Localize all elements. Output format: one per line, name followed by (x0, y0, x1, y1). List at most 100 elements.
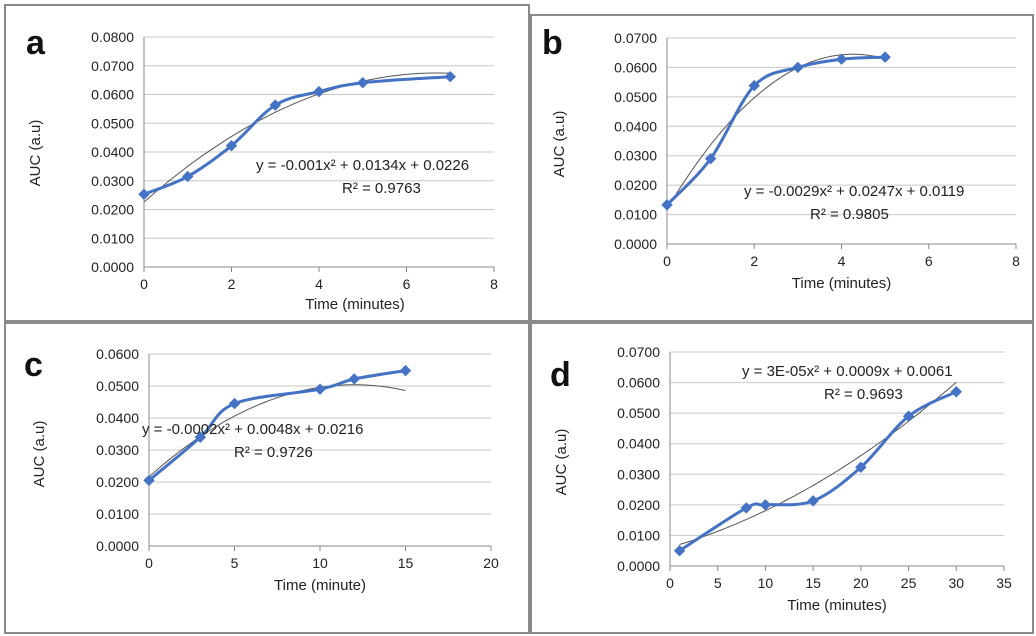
r-squared: R² = 0.9693 (824, 386, 903, 403)
x-tick-label: 30 (948, 575, 964, 591)
data-point (759, 499, 772, 511)
y-tick-label: 0.0100 (91, 230, 134, 246)
chart-b: 0.0000 0.0100 0.0200 0.0300 0.0400 0.0500 0.06… (542, 24, 1020, 292)
panel-c: 0.0000 0.0100 0.0200 0.0300 0.0400 0.0500 0.06… (4, 322, 530, 634)
chart-c: 0.0000 0.0100 0.0200 0.0300 0.0400 0.0500 0.06… (24, 346, 499, 594)
chart-a: 0.0000 0.0100 0.0200 0.0300 0.0400 0.0500 0.06… (26, 24, 498, 313)
x-tick-label: 25 (901, 575, 917, 591)
y-tick-label: 0.0200 (96, 474, 139, 490)
panel-letter: b (542, 24, 563, 62)
y-tick-label: 0.0500 (614, 89, 657, 105)
y-tick-label: 0.0600 (614, 59, 657, 75)
x-tick-label: 20 (483, 555, 499, 571)
data-point (138, 188, 150, 200)
r-squared: R² = 0.9805 (810, 206, 889, 223)
trend-equation: y = -0.0029x² + 0.0247x + 0.0119 (744, 183, 964, 200)
data-point (194, 431, 207, 443)
data-point (182, 170, 194, 183)
trendline (143, 72, 451, 203)
data-point (950, 386, 962, 398)
y-tick-label: 0.0000 (617, 558, 660, 574)
data-point (902, 410, 915, 422)
y-tick-label: 0.0700 (617, 344, 660, 360)
data-point (225, 139, 238, 152)
x-tick-label: 5 (714, 575, 722, 591)
chart-d: 0.0000 0.0100 0.0200 0.0300 0.0400 0.0500 0.06… (550, 344, 1012, 614)
x-tick-label: 10 (312, 555, 328, 571)
panel-d: 0.0000 0.0100 0.0200 0.0300 0.0400 0.0500 0.06… (530, 322, 1034, 634)
trendline (666, 53, 886, 210)
data-point (748, 79, 760, 92)
y-tick-label: 0.0300 (96, 442, 139, 458)
y-tick-label: 0.0100 (96, 506, 139, 522)
y-axis-label: AUC (a.u) (553, 429, 570, 496)
x-tick-label: 4 (315, 276, 323, 292)
y-tick-label: 0.0100 (617, 527, 660, 543)
x-tick-label: 10 (758, 575, 774, 591)
data-point (357, 77, 369, 89)
y-tick-label: 0.0700 (91, 58, 134, 74)
x-tick-label: 8 (490, 276, 498, 292)
y-tick-label: 0.0300 (617, 466, 660, 482)
r-squared: R² = 0.9726 (234, 444, 313, 461)
data-point (835, 53, 848, 65)
x-axis-label: Time (minutes) (787, 597, 886, 614)
x-axis-label: Time (minutes) (792, 275, 891, 292)
x-tick-label: 6 (925, 253, 933, 269)
panel-b: 0.0000 0.0100 0.0200 0.0300 0.0400 0.0500 0.06… (530, 14, 1034, 322)
y-tick-label: 0.0000 (96, 538, 139, 554)
y-tick-label: 0.0500 (96, 378, 139, 394)
x-tick-label: 4 (838, 253, 846, 269)
trendline (148, 384, 406, 478)
x-tick-label: 15 (398, 555, 414, 571)
y-tick-label: 0.0400 (96, 410, 139, 426)
x-tick-label: 0 (666, 575, 674, 591)
y-tick-label: 0.0600 (91, 87, 134, 103)
y-tick-label: 0.0400 (91, 144, 134, 160)
data-point (314, 383, 326, 395)
trendline (679, 381, 957, 545)
panel-letter: c (24, 346, 43, 384)
x-tick-label: 6 (403, 276, 411, 292)
x-tick-label: 35 (996, 575, 1012, 591)
x-tick-label: 2 (750, 253, 758, 269)
y-axis-label: AUC (a.u) (27, 120, 44, 187)
data-point (855, 461, 867, 473)
y-axis-label: AUC (a.u) (31, 421, 48, 488)
y-tick-label: 0.0000 (91, 259, 134, 275)
y-axis-label: AUC (a.u) (551, 111, 568, 178)
r-squared: R² = 0.9763 (342, 180, 421, 197)
y-tick-label: 0.0800 (91, 29, 134, 45)
y-tick-label: 0.0200 (614, 177, 657, 193)
x-axis-label: Time (minutes) (305, 296, 404, 313)
y-tick-label: 0.0500 (617, 405, 660, 421)
x-tick-label: 8 (1012, 253, 1020, 269)
data-point (399, 364, 412, 377)
data-point (673, 545, 686, 557)
y-tick-label: 0.0100 (614, 207, 657, 223)
x-axis-label: Time (minute) (274, 577, 366, 594)
panel-letter: d (550, 356, 571, 394)
y-tick-label: 0.0300 (614, 148, 657, 164)
y-tick-label: 0.0600 (617, 375, 660, 391)
y-tick-label: 0.0600 (96, 346, 139, 362)
y-tick-label: 0.0300 (91, 173, 134, 189)
x-tick-label: 2 (228, 276, 236, 292)
y-tick-label: 0.0200 (617, 497, 660, 513)
data-point (704, 152, 717, 165)
data-point (661, 199, 673, 211)
y-tick-label: 0.0500 (91, 115, 134, 131)
y-tick-label: 0.0400 (617, 436, 660, 452)
y-tick-label: 0.0000 (614, 236, 657, 252)
x-tick-label: 0 (140, 276, 148, 292)
y-tick-label: 0.0200 (91, 202, 134, 218)
x-tick-label: 15 (805, 575, 821, 591)
panel-a: 0.0000 0.0100 0.0200 0.0300 0.0400 0.0500 0.06… (4, 4, 530, 322)
data-point (269, 99, 281, 111)
x-tick-label: 0 (145, 555, 153, 571)
x-tick-label: 5 (231, 555, 239, 571)
data-point (879, 51, 891, 63)
data-point (313, 85, 325, 98)
panel-letter: a (26, 24, 46, 62)
y-tick-label: 0.0700 (614, 30, 657, 46)
